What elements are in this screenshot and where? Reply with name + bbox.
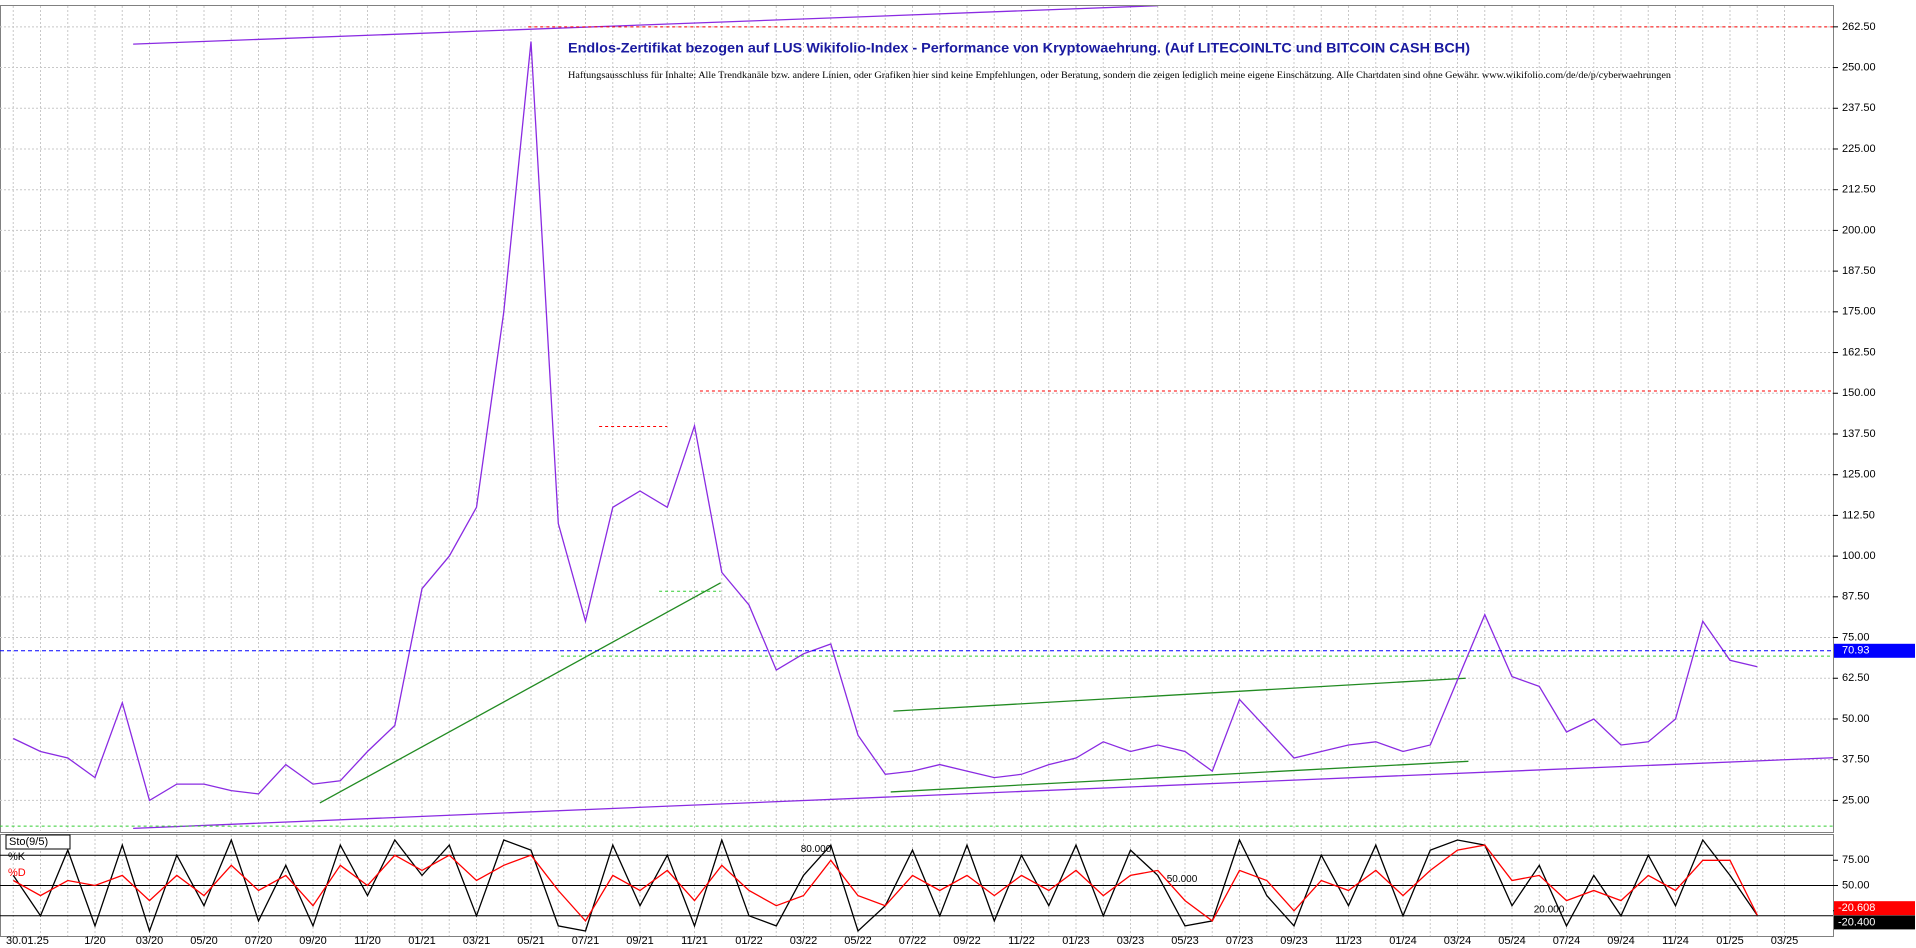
x-tick-label: 07/24 — [1553, 935, 1581, 947]
x-tick-label: 07/20 — [245, 935, 273, 947]
level-label: 20.000 — [1534, 904, 1565, 915]
y-tick-label: 125.00 — [1842, 469, 1876, 481]
date-label: 30.01.25 — [6, 935, 49, 947]
x-tick-label: 11/23 — [1335, 935, 1362, 947]
chart-title: Endlos-Zertifikat bezogen auf LUS Wikifo… — [568, 40, 1470, 56]
x-tick-label: 05/22 — [844, 935, 872, 947]
y-tick-label: 112.50 — [1842, 509, 1875, 521]
x-tick-label: 11/22 — [1008, 935, 1035, 947]
level-label: 50.000 — [1167, 874, 1198, 885]
price-panel-frame — [0, 5, 1834, 833]
y-tick-label: 200.00 — [1842, 224, 1876, 236]
x-tick-label: 09/21 — [626, 935, 654, 947]
last-value-box — [1834, 915, 1915, 930]
x-tick-label: 09/24 — [1607, 935, 1635, 947]
y-tick-label: 50.00 — [1842, 879, 1870, 891]
level-label: 80.000 — [801, 844, 832, 855]
legend-entry: %D — [8, 867, 26, 879]
x-tick-label: 07/21 — [572, 935, 600, 947]
disclaimer: Haftungsausschluss für Inhalte: Alle Tre… — [568, 70, 1672, 80]
trend-line — [893, 677, 1466, 712]
x-tick-label: 07/23 — [1226, 935, 1254, 947]
trend-line — [133, 757, 1833, 830]
y-tick-label: 137.50 — [1842, 428, 1876, 440]
y-tick-label: 50.00 — [1842, 713, 1870, 725]
x-tick-label: 11/24 — [1662, 935, 1689, 947]
x-tick-label: 05/23 — [1171, 935, 1199, 947]
x-tick-label: 01/21 — [408, 935, 436, 947]
y-tick-label: 162.50 — [1842, 346, 1876, 358]
y-tick-label: 75.00 — [1842, 631, 1870, 643]
x-tick-label: 03/20 — [136, 935, 164, 947]
legend-entry: %K — [8, 851, 26, 863]
labels: Endlos-Zertifikat bezogen auf LUS Wikifo… — [5, 21, 1915, 947]
y-tick-label: 212.50 — [1842, 184, 1876, 196]
y-tick-label: 87.50 — [1842, 591, 1870, 603]
x-tick-label: 09/23 — [1280, 935, 1308, 947]
y-tick-label: 225.00 — [1842, 143, 1876, 155]
x-tick-label: 03/22 — [790, 935, 818, 947]
y-tick-label: 25.00 — [1842, 794, 1870, 806]
price-layer — [0, 6, 1833, 830]
x-tick-label: 11/20 — [354, 935, 381, 947]
x-tick-label: 01/24 — [1389, 935, 1417, 947]
price-line — [13, 41, 1758, 802]
last-value-label: -20.400 — [1838, 916, 1875, 928]
x-tick-label: 01/25 — [1716, 935, 1744, 947]
x-tick-label: 05/20 — [190, 935, 218, 947]
x-tick-label: 03/21 — [463, 935, 491, 947]
trend-line — [133, 6, 1158, 45]
x-tick-label: 03/23 — [1117, 935, 1145, 947]
indicator-title: Sto(9/5) — [9, 836, 48, 848]
x-tick-label: 01/22 — [735, 935, 763, 947]
y-tick-label: 237.50 — [1842, 102, 1876, 114]
y-tick-label: 62.50 — [1842, 672, 1870, 684]
indicator-box — [5, 834, 71, 850]
x-tick-label: 05/21 — [517, 935, 545, 947]
x-tick-label: 03/24 — [1444, 935, 1472, 947]
x-tick-label: 11/21 — [681, 935, 708, 947]
last-value-box — [1834, 901, 1915, 916]
grid — [0, 6, 1833, 936]
x-tick-label: 03/25 — [1771, 935, 1799, 947]
y-tick-label: 187.50 — [1842, 265, 1876, 277]
trend-line — [319, 582, 721, 804]
y-tick-label: 37.50 — [1842, 754, 1870, 766]
y-tick-label: 262.50 — [1842, 21, 1876, 33]
trend-line — [890, 760, 1469, 793]
x-tick-label: 09/22 — [953, 935, 981, 947]
y-tick-label: 75.00 — [1842, 854, 1870, 866]
last-value-label: 70.93 — [1842, 645, 1870, 657]
stoch-layer: 80.000 50.000 20.000 — [0, 837, 1833, 934]
y-tick-label: 250.00 — [1842, 61, 1876, 73]
y-tick-label: 175.00 — [1842, 306, 1876, 318]
last-value-label: -20.608 — [1838, 902, 1875, 914]
x-tick-label: 09/20 — [299, 935, 327, 947]
stoch-line — [12, 844, 1758, 922]
x-tick-label: 1/20 — [84, 935, 105, 947]
x-tick-label: 01/23 — [1062, 935, 1090, 947]
last-value-box — [1834, 643, 1915, 658]
x-tick-label: 05/24 — [1498, 935, 1526, 947]
x-tick-label: 07/22 — [899, 935, 927, 947]
y-tick-label: 150.00 — [1842, 387, 1876, 399]
y-tick-label: 100.00 — [1842, 550, 1876, 562]
